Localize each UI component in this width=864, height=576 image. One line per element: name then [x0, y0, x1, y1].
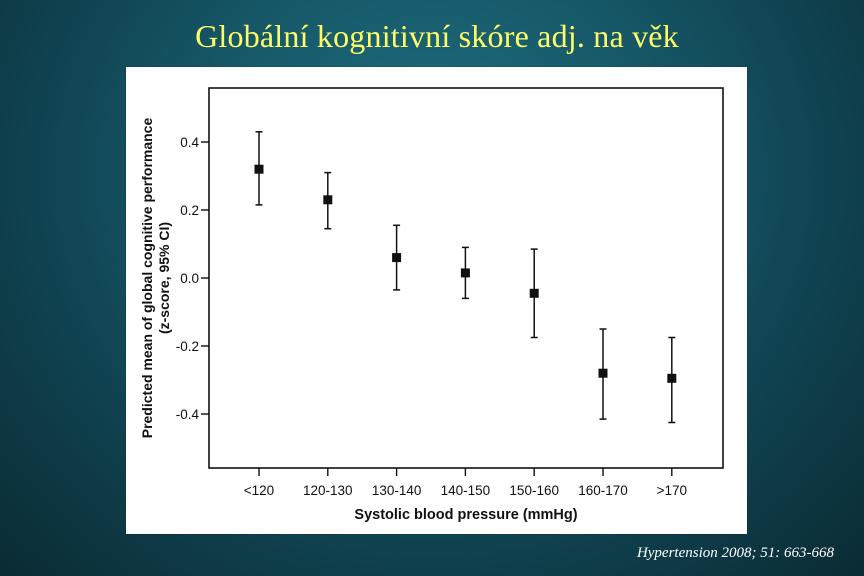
data-point-marker: [460, 268, 470, 278]
y-axis-label-line-2: (z-score, 95% CI): [156, 222, 172, 334]
x-tick-label: 150-160: [509, 483, 559, 498]
citation: Hypertension 2008; 51: 663-668: [636, 545, 834, 561]
y-axis-label-line-1: Predicted mean of global cognitive perfo…: [139, 118, 155, 439]
data-point-marker: [529, 288, 539, 298]
data-series: [254, 131, 677, 424]
y-tick-label: -0.4: [176, 407, 200, 422]
x-axis-label: Systolic blood pressure (mmHg): [354, 507, 577, 523]
x-tick-label: <120: [244, 483, 274, 498]
chart-svg: 0.4 0.2 0.0 -0.2 -0.4 <120 120-130 130-140 140-…: [139, 87, 724, 523]
y-tick-label: -0.2: [176, 339, 199, 354]
x-tick-label: 120-130: [303, 483, 353, 498]
y-tick-label: 0.2: [180, 203, 199, 218]
x-tick-label: >170: [657, 483, 687, 498]
chart-panel: 0.4 0.2 0.0 -0.2 -0.4 <120 120-130 130-140 140-…: [126, 67, 747, 534]
x-axis: <120 120-130 130-140 140-150 150-160 160-170 >…: [244, 468, 687, 498]
data-point-marker: [392, 253, 402, 263]
x-tick-label: 130-140: [372, 483, 422, 498]
x-tick-label: 140-150: [441, 483, 491, 498]
data-point-marker: [323, 195, 333, 205]
x-tick-label: 160-170: [578, 483, 628, 498]
data-point-marker: [598, 368, 608, 378]
y-axis-label: Predicted mean of global cognitive perfo…: [139, 118, 172, 439]
data-point-marker: [667, 373, 677, 383]
y-tick-label: 0.0: [180, 271, 199, 286]
y-tick-label: 0.4: [180, 135, 199, 150]
data-point-marker: [254, 164, 264, 174]
y-axis: 0.4 0.2 0.0 -0.2 -0.4: [176, 135, 209, 422]
slide-title: Globální kognitivní skóre adj. na věk: [195, 18, 679, 54]
